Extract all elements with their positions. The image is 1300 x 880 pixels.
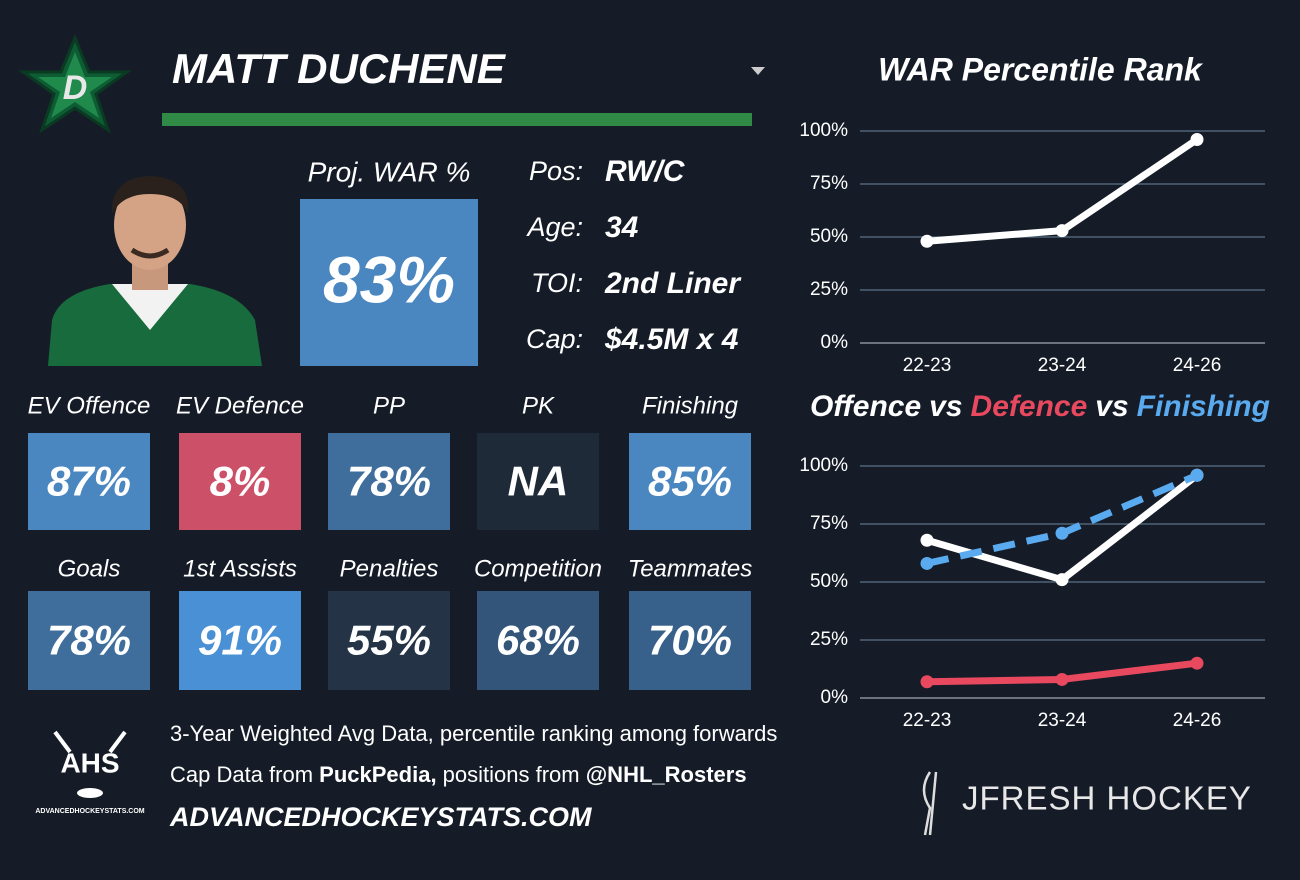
info-label: Cap: — [526, 324, 583, 354]
tile-value: 55% — [347, 617, 431, 664]
tile-box — [477, 591, 599, 690]
proj-box — [300, 199, 478, 366]
credit-part: positions from — [437, 762, 586, 787]
ahs-site: ADVANCEDHOCKEYSTATS.COM — [35, 808, 144, 815]
x-tick-label: 24-26 — [1173, 710, 1222, 731]
proj-value: 83% — [323, 242, 455, 316]
chart-title: WAR Percentile Rank — [878, 51, 1204, 87]
brand-logo: JFRESH HOCKEY — [922, 771, 1252, 836]
tile-value: 68% — [496, 617, 580, 664]
tile-box — [179, 433, 301, 530]
x-tick-label: 24-26 — [1173, 355, 1222, 376]
credit-part: @NHL_Rosters — [586, 762, 747, 787]
tile-value: 78% — [47, 617, 131, 664]
chart: WAR Percentile Rank 0% 25% 50% 75% 100% 22-23 2… — [799, 51, 1265, 376]
tile-value: 85% — [648, 458, 732, 505]
tile-label: PK — [522, 392, 555, 419]
info-value: 2nd Liner — [604, 267, 742, 300]
tile-label: Teammates — [628, 555, 753, 582]
tile-label: 1st Assists — [183, 555, 297, 582]
ahs-logo: AHS ADVANCEDHOCKEYSTATS.COM — [35, 730, 145, 815]
team-logo: D — [18, 34, 132, 134]
tile-label: PP — [373, 392, 405, 419]
tile-box — [629, 591, 751, 690]
name-underline — [162, 113, 752, 126]
x-tick-label: 23-24 — [1038, 355, 1087, 376]
tile-value: 70% — [648, 617, 732, 664]
y-tick-label: 25% — [810, 279, 848, 300]
footer-credit: Cap Data from PuckPedia, positions from … — [170, 762, 747, 787]
player-name: MATT DUCHENE — [172, 45, 507, 92]
y-tick-label: 75% — [810, 513, 848, 534]
tile-label: Finishing — [642, 392, 739, 419]
tile-label: EV Offence — [28, 392, 151, 419]
info-label: Pos: — [529, 156, 583, 186]
title-separator: vs — [929, 390, 962, 423]
point — [920, 234, 934, 248]
y-tick-label: 50% — [810, 571, 848, 592]
tile-box — [28, 591, 150, 690]
info-value: RW/C — [605, 155, 686, 188]
legend-entry: Finishing — [1137, 390, 1270, 423]
tile-box — [328, 591, 450, 690]
dropdown-caret[interactable] — [751, 67, 765, 75]
info-list: Pos: RW/C Age: 34 TOI: 2nd Liner Cap: $4.5M x 4 — [525, 155, 742, 356]
point — [1055, 224, 1069, 238]
info-label: TOI: — [531, 268, 583, 298]
y-tick-label: 0% — [821, 332, 849, 353]
y-tick-label: 25% — [810, 629, 848, 650]
credit-part: Cap Data from — [170, 762, 319, 787]
legend-entry: Offence — [810, 390, 921, 423]
tile-box — [328, 433, 450, 530]
credit-part: PuckPedia, — [319, 762, 436, 787]
tile-box — [28, 433, 150, 530]
stat-tiles: EV Offence 87% EV Defence 8% PP 78% PK NA Finish… — [28, 392, 753, 690]
footer-site: ADVANCEDHOCKEYSTATS.COM — [169, 802, 592, 832]
player-photo — [48, 176, 262, 366]
point — [1190, 468, 1204, 482]
point — [1190, 132, 1204, 146]
tile-box — [629, 433, 751, 530]
brand-text: JFRESH HOCKEY — [962, 780, 1252, 817]
point — [1055, 526, 1069, 540]
info-value: 34 — [605, 211, 639, 244]
x-tick-label: 22-23 — [903, 710, 952, 731]
point — [920, 533, 934, 547]
tile-label: EV Defence — [176, 392, 304, 419]
point — [1055, 672, 1069, 686]
tile-box — [477, 433, 599, 530]
tile-value: 78% — [347, 458, 431, 505]
info-value: $4.5M x 4 — [604, 323, 739, 356]
y-tick-label: 0% — [821, 687, 849, 708]
chart-title: Offence vs Defence vs Finishing — [810, 390, 1270, 423]
point — [920, 556, 934, 570]
footer-note: 3-Year Weighted Avg Data, percentile ran… — [170, 721, 777, 746]
tile-value: 8% — [210, 458, 271, 505]
tile-label: Competition — [474, 555, 602, 582]
x-tick-label: 22-23 — [903, 355, 952, 376]
point — [1190, 656, 1204, 670]
tile-value: 87% — [47, 458, 131, 505]
ahs-text: AHS — [60, 747, 119, 778]
tile-value: 91% — [198, 617, 282, 664]
svg-text:D: D — [63, 69, 88, 107]
point — [1055, 573, 1069, 587]
chart: Offence vs Defence vs Finishing0%25%50%75%10… — [799, 390, 1270, 731]
tile-label: Goals — [58, 555, 121, 582]
tile-box — [179, 591, 301, 690]
tile-label: Penalties — [340, 555, 439, 582]
title-separator: vs — [1095, 390, 1128, 423]
legend-entry: Defence — [971, 390, 1088, 423]
x-tick-label: 23-24 — [1038, 710, 1087, 731]
point — [920, 675, 934, 689]
tile-value: NA — [508, 458, 569, 505]
y-tick-label: 100% — [799, 120, 848, 141]
y-tick-label: 75% — [810, 173, 848, 194]
info-label: Age: — [525, 212, 583, 242]
proj-label: Proj. WAR % — [308, 156, 471, 187]
y-tick-label: 100% — [799, 455, 848, 476]
y-tick-label: 50% — [810, 226, 848, 247]
